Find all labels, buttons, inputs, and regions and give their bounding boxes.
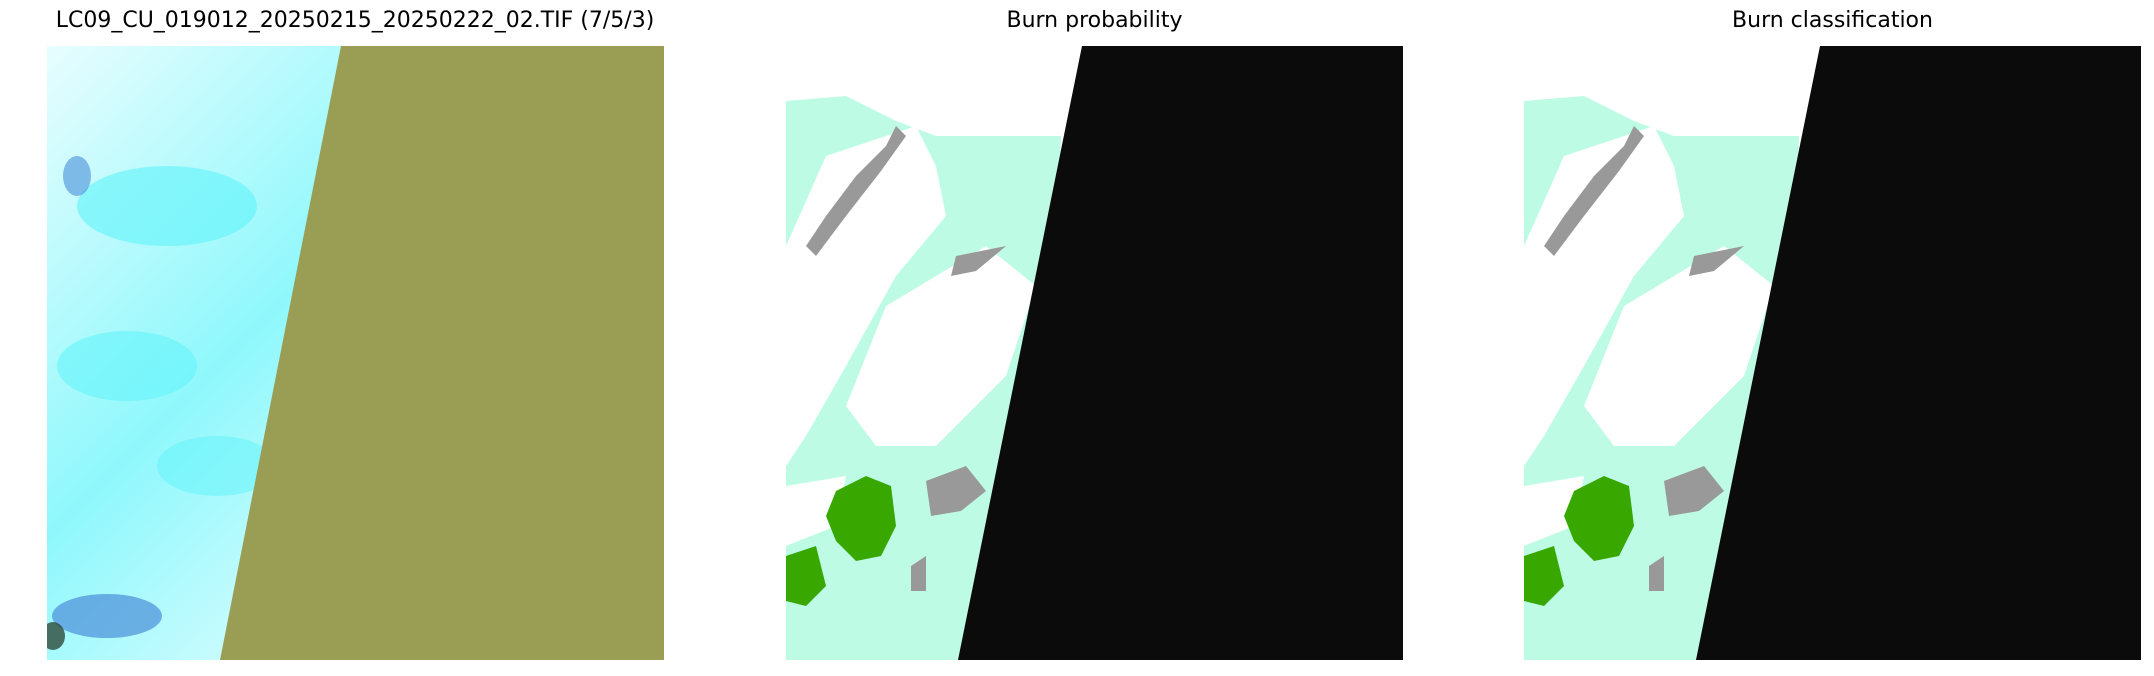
unburned-grey-patch	[806, 126, 906, 256]
burn-probability-title: Burn probability	[1006, 8, 1183, 33]
burned-green-patch	[1524, 546, 1564, 606]
dark-land-patch	[47, 622, 65, 650]
burned-green-patch	[1564, 476, 1634, 561]
cloud-white-area	[1524, 476, 1584, 546]
nodata-black-area	[1696, 46, 2141, 660]
burn-probability-map	[786, 46, 1403, 660]
cloud-white-area	[1524, 126, 1684, 466]
unburned-grey-patch	[1689, 246, 1744, 276]
nodata-black-area	[958, 46, 1403, 660]
cloud-cyan-patch	[157, 436, 277, 496]
cloud-white-area	[1584, 246, 1774, 446]
unburned-grey-patch	[926, 466, 986, 516]
unburned-grey-patch	[951, 246, 1006, 276]
burn-classification-title: Burn classification	[1732, 8, 1933, 33]
cloud-cyan-patch	[57, 331, 197, 401]
cloud-cyan-patch	[77, 166, 257, 246]
cloud-white-area	[786, 126, 946, 466]
cloud-blue-patch	[52, 594, 162, 638]
unburned-grey-patch	[1649, 556, 1664, 591]
composite-title: LC09_CU_019012_20250215_20250222_02.TIF …	[55, 8, 655, 33]
composite-image	[47, 46, 664, 660]
cloud-blue-patch	[63, 156, 91, 196]
cloud-white-area	[786, 476, 846, 546]
nodata-olive-area	[220, 46, 664, 660]
burn-classification-map	[1524, 46, 2141, 660]
unburned-grey-patch	[911, 556, 926, 591]
burned-green-patch	[826, 476, 896, 561]
unburned-grey-patch	[1544, 126, 1644, 256]
burned-green-patch	[786, 546, 826, 606]
unburned-grey-patch	[1664, 466, 1724, 516]
cloud-white-area	[846, 246, 1036, 446]
